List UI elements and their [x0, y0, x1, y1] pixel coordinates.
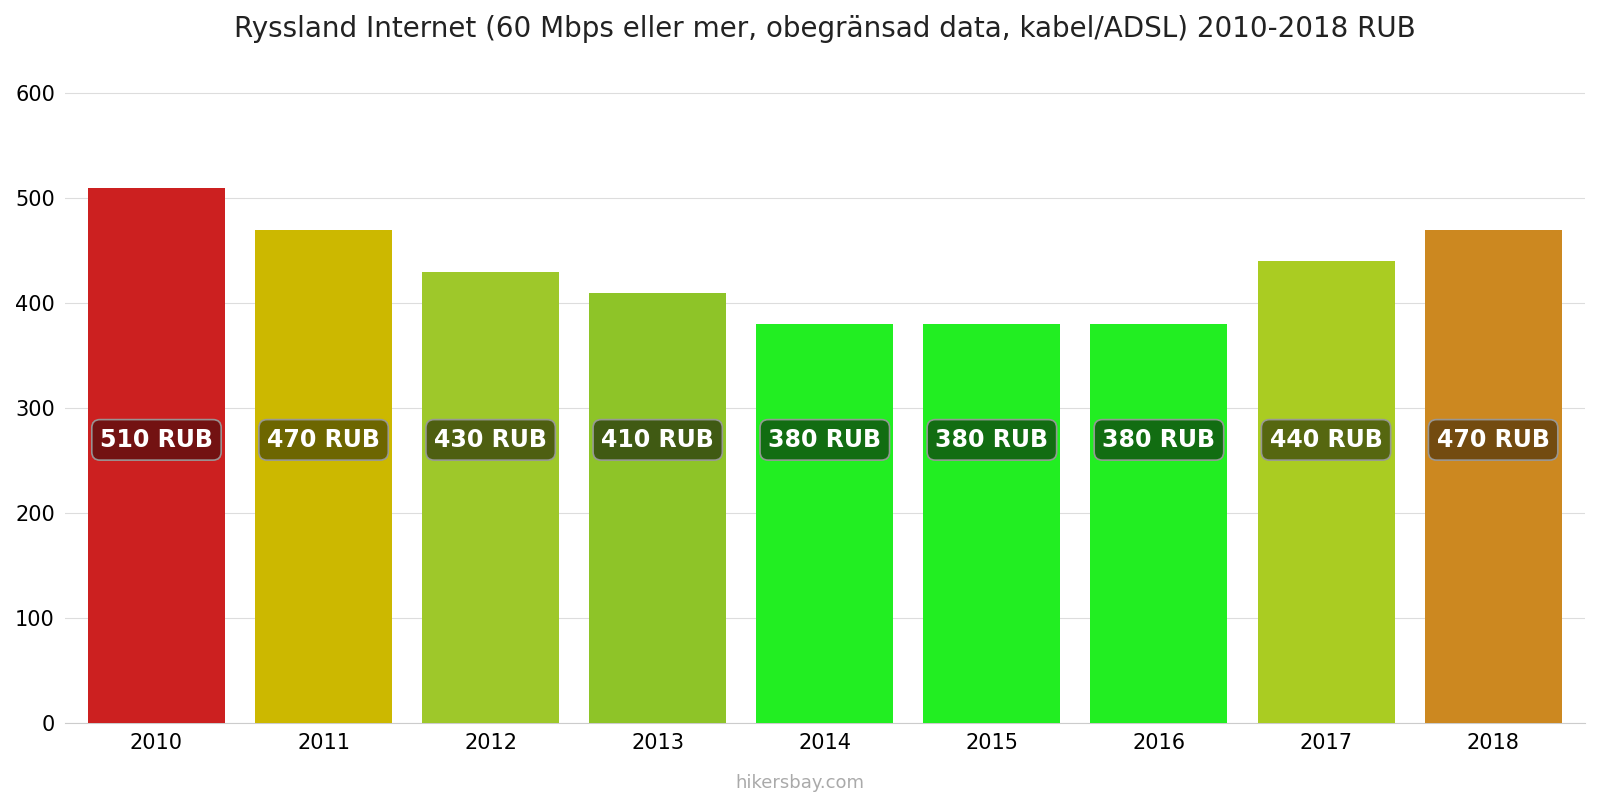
Bar: [757, 325, 893, 723]
Text: 380 RUB: 380 RUB: [936, 428, 1048, 452]
Text: hikersbay.com: hikersbay.com: [736, 774, 864, 792]
Text: 410 RUB: 410 RUB: [602, 428, 714, 452]
Text: 380 RUB: 380 RUB: [768, 428, 882, 452]
Bar: [1424, 230, 1562, 723]
Text: 470 RUB: 470 RUB: [267, 428, 381, 452]
Bar: [1091, 325, 1227, 723]
Title: Ryssland Internet (60 Mbps eller mer, obegränsad data, kabel/ADSL) 2010-2018 RUB: Ryssland Internet (60 Mbps eller mer, ob…: [234, 15, 1416, 43]
Bar: [254, 230, 392, 723]
Bar: [589, 293, 726, 723]
Bar: [88, 188, 226, 723]
Bar: [923, 325, 1061, 723]
Text: 510 RUB: 510 RUB: [101, 428, 213, 452]
Text: 430 RUB: 430 RUB: [434, 428, 547, 452]
Text: 440 RUB: 440 RUB: [1270, 428, 1382, 452]
Text: 470 RUB: 470 RUB: [1437, 428, 1549, 452]
Text: 380 RUB: 380 RUB: [1102, 428, 1216, 452]
Bar: [422, 272, 558, 723]
Bar: [1258, 262, 1395, 723]
